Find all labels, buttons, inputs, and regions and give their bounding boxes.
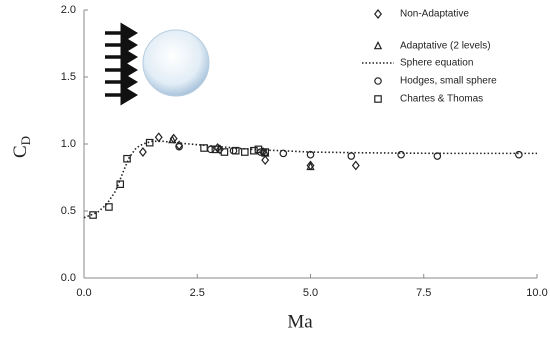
y-axis-label: CD [10,136,33,158]
legend-label: Chartes & Thomas [400,94,483,105]
data-point [175,142,183,151]
data-point [306,150,315,159]
data-point [168,134,177,144]
y-tick-label: 1.5 [61,71,76,83]
data-point [261,148,270,156]
legend-label: Sphere equation [400,58,473,69]
sphere-curve [83,140,537,219]
sphere-illustration [142,29,210,97]
data-point [154,132,163,143]
y-tick-label: 2.0 [61,4,76,16]
data-point [200,144,208,152]
data-point [89,211,97,219]
data-point [211,145,220,154]
data-point [306,161,315,171]
legend-marker [374,77,382,85]
y-tick-label: 0.0 [61,272,76,284]
x-tick-label: 2.5 [190,287,205,299]
flow-arrows [105,22,138,106]
data-point [123,154,131,163]
y-axis-label-main: C [10,145,31,158]
data-point [215,144,224,155]
data-point [397,150,405,159]
data-point [138,147,147,158]
data-point [250,146,258,155]
data-point [231,146,240,155]
data-point [207,145,215,154]
data-point [279,149,288,158]
data-point [515,150,523,159]
legend-label: Hodges, small sphere [400,76,497,87]
y-tick-label: 0.5 [61,205,76,217]
data-point [351,160,360,171]
legend-label: Adaptative (2 levels) [400,41,491,52]
legend-label: Non-Adaptative [400,9,469,20]
data-point [145,138,154,147]
data-point [241,148,249,156]
y-axis-label-sub: D [18,136,33,145]
x-tick-label: 0.0 [76,287,91,299]
y-tick-label: 1.0 [61,138,76,150]
x-tick-label: 7.5 [416,287,431,299]
legend-marker [373,40,383,50]
data-point [105,203,113,211]
legend-marker [374,95,382,103]
data-point [220,148,229,156]
x-axis-label: Ma [287,311,313,332]
data-point [433,152,442,160]
data-point [261,155,270,166]
data-point [347,152,356,160]
x-tick-label: 5.0 [303,287,318,299]
legend-marker [374,9,382,19]
x-tick-label: 10.0 [526,287,547,299]
data-point [116,180,125,189]
